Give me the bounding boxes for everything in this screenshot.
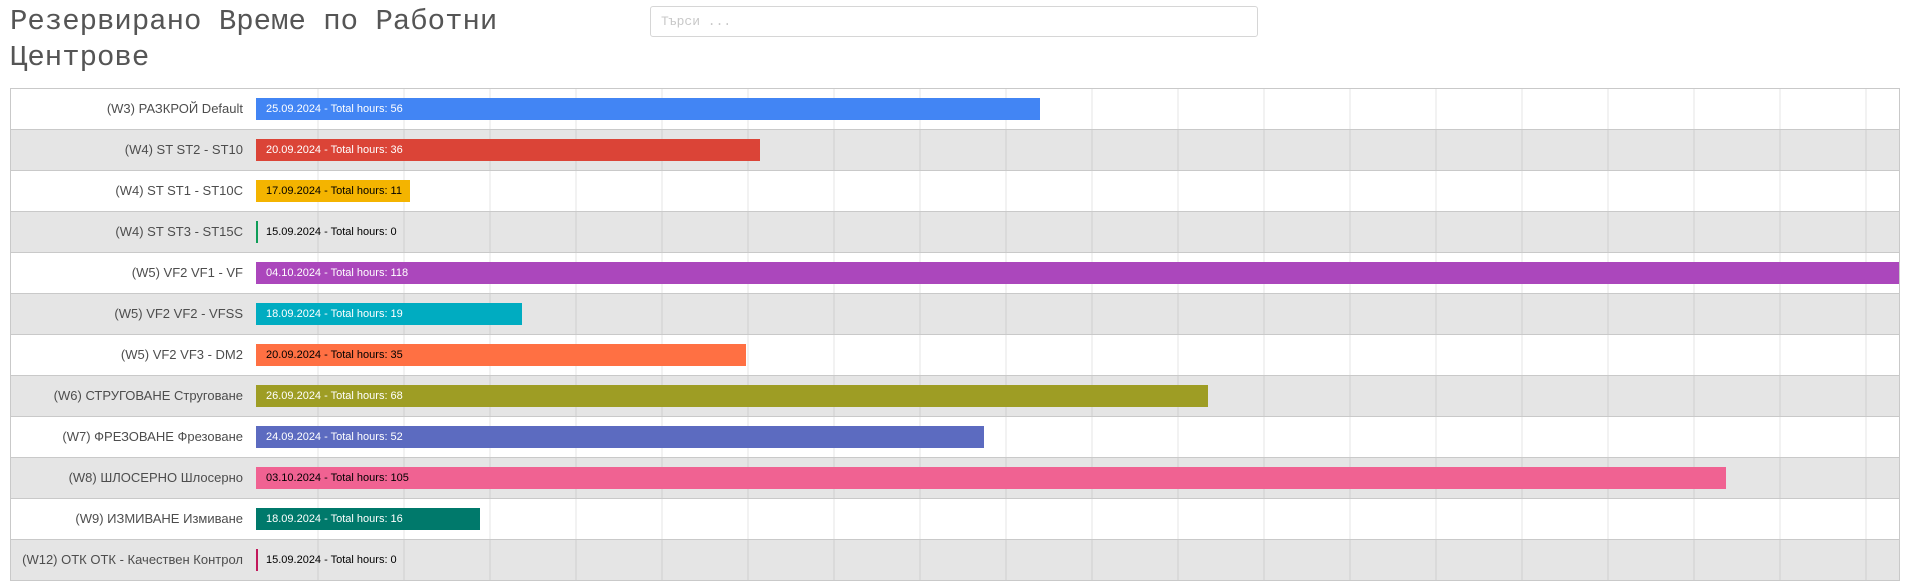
timeline-bar[interactable] xyxy=(256,139,760,161)
timeline-row: (W6) СТРУГОВАНЕ Струговане 26.09.2024 - T… xyxy=(11,376,1899,417)
row-label: (W4) ST ST3 - ST15C xyxy=(115,224,243,239)
timeline-bar[interactable] xyxy=(256,180,410,202)
bar-label: 18.09.2024 - Total hours: 19 xyxy=(266,308,403,320)
row-label: (W5) VF2 VF3 - DM2 xyxy=(120,347,243,362)
timeline-bar[interactable] xyxy=(256,467,1726,489)
bar-label: 03.10.2024 - Total hours: 105 xyxy=(266,472,409,484)
timeline-row: (W4) ST ST2 - ST10 20.09.2024 - Total hou… xyxy=(11,130,1899,171)
timeline-row: (W7) ФРЕЗОВАНЕ Фрезоване 24.09.2024 - Tot… xyxy=(11,417,1899,458)
timeline-bar[interactable] xyxy=(256,221,258,243)
timeline-bar[interactable] xyxy=(256,303,522,325)
timeline-row: (W5) VF2 VF2 - VFSS 18.09.2024 - Total ho… xyxy=(11,294,1899,335)
row-label: (W6) СТРУГОВАНЕ Струговане xyxy=(53,388,243,403)
timeline-row: (W4) ST ST1 - ST10C 17.09.2024 - Total ho… xyxy=(11,171,1899,212)
bar-label: 20.09.2024 - Total hours: 35 xyxy=(266,349,403,361)
bar-label: 26.09.2024 - Total hours: 68 xyxy=(266,390,403,402)
row-label: (W9) ИЗМИВАНЕ Измиване xyxy=(75,511,243,526)
timeline-row: (W3) РАЗКРОЙ Default 25.09.2024 - Total h… xyxy=(11,89,1899,130)
row-label: (W4) ST ST1 - ST10C xyxy=(115,183,243,198)
bar-label: 24.09.2024 - Total hours: 52 xyxy=(266,431,403,443)
timeline-row: (W9) ИЗМИВАНЕ Измиване 18.09.2024 - Total… xyxy=(11,499,1899,540)
row-label: (W4) ST ST2 - ST10 xyxy=(124,142,243,157)
bar-label: 04.10.2024 - Total hours: 118 xyxy=(266,267,409,279)
row-label: (W5) VF2 VF1 - VF xyxy=(131,265,243,280)
bar-label: 25.09.2024 - Total hours: 56 xyxy=(266,103,403,115)
timeline-bar[interactable] xyxy=(256,549,258,571)
bar-label: 18.09.2024 - Total hours: 16 xyxy=(266,513,403,525)
search-input[interactable] xyxy=(650,6,1258,37)
timeline-bar[interactable] xyxy=(256,508,480,530)
timeline-bar[interactable] xyxy=(256,344,746,366)
timeline-chart: (W3) РАЗКРОЙ Default 25.09.2024 - Total h… xyxy=(10,88,1900,581)
row-label: (W7) ФРЕЗОВАНЕ Фрезоване xyxy=(62,429,243,444)
timeline-bar[interactable] xyxy=(256,98,1040,120)
timeline-row: (W4) ST ST3 - ST15C 15.09.2024 - Total ho… xyxy=(11,212,1899,253)
page-title: Резервирано Време по Работни Центрове xyxy=(10,5,498,74)
row-label: (W5) VF2 VF2 - VFSS xyxy=(114,306,243,321)
bar-label: 20.09.2024 - Total hours: 36 xyxy=(266,144,403,156)
timeline-bar[interactable] xyxy=(256,426,984,448)
row-label: (W8) ШЛОСЕРНО Шлосерно xyxy=(68,470,243,485)
timeline-row: (W8) ШЛОСЕРНО Шлосерно 03.10.2024 - Total… xyxy=(11,458,1899,499)
timeline-row: (W5) VF2 VF1 - VF 04.10.2024 - Total hour… xyxy=(11,253,1899,294)
timeline-row: (W5) VF2 VF3 - DM2 20.09.2024 - Total hou… xyxy=(11,335,1899,376)
row-label: (W12) ОТК ОТК - Качествен Контрол xyxy=(22,552,243,567)
timeline-bar[interactable] xyxy=(256,385,1208,407)
bar-label: 15.09.2024 - Total hours: 0 xyxy=(266,554,397,566)
bar-label: 17.09.2024 - Total hours: 11 xyxy=(266,185,402,197)
timeline-bar[interactable] xyxy=(256,262,1899,284)
bar-label: 15.09.2024 - Total hours: 0 xyxy=(266,226,397,238)
timeline-row: (W12) ОТК ОТК - Качествен Контрол 15.09.2… xyxy=(11,540,1899,581)
row-label: (W3) РАЗКРОЙ Default xyxy=(106,101,243,116)
